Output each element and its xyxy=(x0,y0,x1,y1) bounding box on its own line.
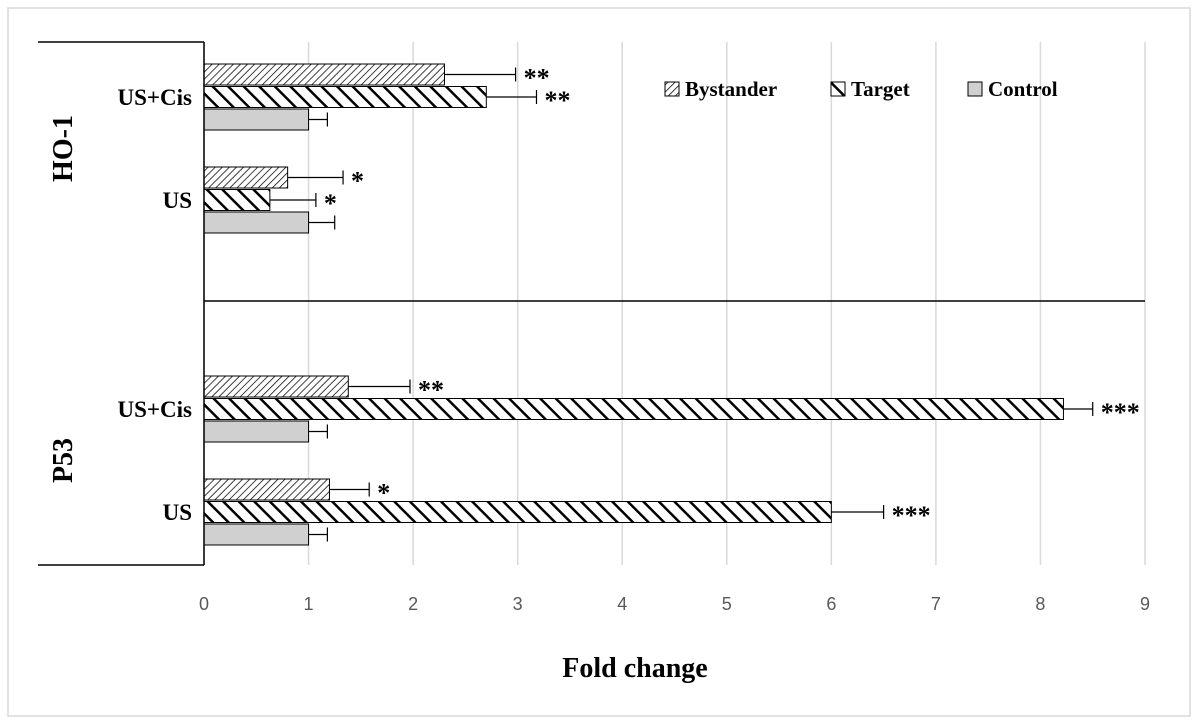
legend-label: Target xyxy=(851,77,910,101)
significance-label: *** xyxy=(1101,398,1140,427)
panel-label: HO-1 xyxy=(48,115,79,182)
error-bar xyxy=(308,424,328,439)
error-bar xyxy=(287,170,344,185)
error-bar xyxy=(329,482,370,497)
bar xyxy=(203,478,330,501)
bar xyxy=(203,189,271,211)
x-tick-label: 5 xyxy=(722,594,732,614)
significance-label: ** xyxy=(524,64,550,93)
category-label: US xyxy=(163,500,192,525)
legend-swatch xyxy=(830,81,846,97)
significance-label: ** xyxy=(544,86,570,115)
significance-label: *** xyxy=(892,501,931,530)
bar xyxy=(203,63,445,86)
error-bar xyxy=(348,379,411,394)
bar xyxy=(203,86,487,108)
legend-label: Bystander xyxy=(685,77,777,101)
bar xyxy=(203,501,832,523)
significance-label: * xyxy=(324,189,337,218)
x-tick-label: 3 xyxy=(513,594,523,614)
bar xyxy=(203,375,349,398)
x-tick-label: 6 xyxy=(826,594,836,614)
category-label: US xyxy=(163,188,192,213)
x-tick-label: 2 xyxy=(408,594,418,614)
error-bar xyxy=(269,193,317,207)
bar xyxy=(203,211,310,234)
error-bar xyxy=(308,112,328,127)
marks xyxy=(203,63,1094,546)
significance-label: * xyxy=(377,479,390,508)
bar xyxy=(203,398,1064,420)
legend-swatch xyxy=(967,81,983,97)
error-bar xyxy=(308,527,328,542)
error-bar xyxy=(486,90,538,104)
category-label: US+Cis xyxy=(118,85,193,110)
x-tick-label: 8 xyxy=(1035,594,1045,614)
bar xyxy=(203,108,310,131)
category-label: US+Cis xyxy=(118,397,193,422)
error-bar xyxy=(831,505,885,519)
error-bar xyxy=(444,67,517,82)
significance-label: ** xyxy=(418,376,444,405)
x-tick-label: 9 xyxy=(1140,594,1150,614)
x-tick-label: 7 xyxy=(931,594,941,614)
error-bar xyxy=(308,215,336,230)
panel-label: P53 xyxy=(48,438,79,483)
bar xyxy=(203,420,310,443)
legend-label: Control xyxy=(988,77,1058,101)
error-bar xyxy=(1063,402,1094,416)
bar xyxy=(203,166,289,189)
legend-swatch xyxy=(664,81,680,97)
bar xyxy=(203,523,310,546)
x-tick-label: 0 xyxy=(199,594,209,614)
x-tick-label: 4 xyxy=(617,594,627,614)
frame xyxy=(7,7,1191,717)
significance-label: * xyxy=(351,167,364,196)
x-axis-title: Fold change xyxy=(562,653,707,684)
x-tick-label: 1 xyxy=(304,594,314,614)
